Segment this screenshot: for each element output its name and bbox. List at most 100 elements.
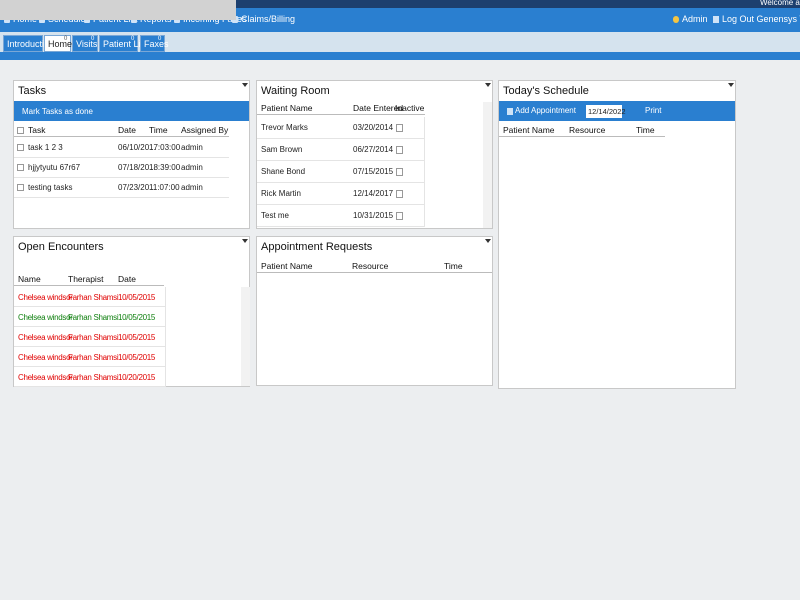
checkbox[interactable] (396, 146, 403, 154)
checkbox[interactable] (17, 184, 24, 191)
tab[interactable]: Home 0 (44, 35, 72, 52)
cell: 18:39:00 (149, 163, 181, 172)
panel-menu[interactable] (728, 83, 734, 87)
cell: testing tasks (28, 183, 73, 192)
panel-title: Tasks (18, 85, 47, 97)
column-header[interactable]: Task (28, 125, 46, 135)
panel: Open Encounters Name Therapist Date Chelsea … (13, 236, 250, 387)
action-bar (14, 101, 249, 121)
logout[interactable]: Log Out Genensys Test Clinic (722, 14, 800, 24)
scrollbar[interactable] (241, 287, 250, 386)
column-header[interactable]: Inactive (395, 103, 425, 113)
column-header[interactable]: Time (636, 125, 655, 135)
table-row[interactable] (257, 183, 425, 205)
cell: Trevor Marks (261, 123, 308, 132)
cell: admin (181, 143, 203, 152)
cell: Chelsea windsor (18, 313, 73, 322)
panel: Tasks Mark Tasks as done Task Date Time Assig… (13, 80, 250, 229)
logout-icon (713, 16, 719, 23)
table-row[interactable] (257, 161, 425, 183)
cell: 07/23/20... (118, 183, 156, 192)
cell: admin (181, 163, 203, 172)
button[interactable]: Mark Tasks as done (22, 107, 93, 116)
panel-menu[interactable] (485, 239, 491, 243)
table-row[interactable] (14, 178, 229, 198)
table-header (499, 123, 665, 137)
top-strip (0, 0, 800, 8)
welcome: Welcome adm (760, 0, 800, 7)
column-header[interactable]: Time (149, 125, 168, 135)
column-header[interactable]: Resource (569, 125, 606, 135)
nav-item[interactable]: Claims/Billing (241, 14, 296, 24)
column-header[interactable]: Assigned By (181, 125, 229, 135)
cell: 06/27/2014 (353, 145, 394, 154)
scrollbar[interactable] (483, 102, 492, 228)
table-row[interactable] (14, 307, 166, 327)
cell: Farhan Shamsi (68, 293, 119, 302)
cell: Chelsea windsor (18, 293, 73, 302)
panel-menu[interactable] (485, 83, 491, 87)
table-row[interactable] (14, 158, 229, 178)
checkbox[interactable] (17, 144, 24, 151)
cell: 10/05/2015 (118, 293, 156, 302)
add-button[interactable]: Add Appointment (515, 106, 576, 115)
cell: 17:03:00 (149, 143, 181, 152)
table-row[interactable] (14, 138, 229, 158)
column-header[interactable]: Date (118, 274, 136, 284)
tab-badge: 0 (131, 36, 135, 42)
checkbox[interactable] (396, 168, 403, 176)
panel-menu[interactable] (242, 83, 248, 87)
add-icon (507, 108, 513, 115)
table-row[interactable] (14, 367, 166, 387)
column-header[interactable]: Patient Name (503, 125, 555, 135)
column-header[interactable]: Resource (352, 261, 389, 271)
table-row[interactable] (257, 139, 425, 161)
panel-title: Open Encounters (18, 241, 104, 253)
cell: admin (181, 183, 203, 192)
user-menu[interactable]: Admin (682, 14, 708, 24)
print-button[interactable]: Print (645, 106, 662, 115)
checkbox[interactable] (17, 164, 24, 171)
tab-label: Visits (76, 39, 98, 49)
cell: Chelsea windsor (18, 353, 73, 362)
tab[interactable]: Introduction (3, 35, 54, 52)
panel-title: Today's Schedule (503, 85, 589, 97)
column-header[interactable]: Therapist (68, 274, 104, 284)
cell: Chelsea windsor (18, 333, 73, 342)
cell: Chelsea windsor (18, 373, 73, 382)
tab-badge: 0 (91, 36, 95, 42)
checkbox[interactable] (396, 124, 403, 132)
cell: 06/10/20... (118, 143, 156, 152)
cell: Farhan Shamsi (68, 373, 119, 382)
date-input[interactable]: 12/14/2022 (586, 105, 626, 118)
table-row[interactable] (14, 287, 166, 307)
table-row[interactable] (14, 347, 166, 367)
table-row[interactable] (257, 117, 425, 139)
cell: hjjytyutu 67r67 (28, 163, 81, 172)
column-header[interactable]: Patient Name (261, 103, 313, 113)
panel-header (0, 0, 235, 20)
panel-title: Appointment Requests (261, 241, 373, 253)
cell: 11:07:00 (149, 183, 180, 192)
checkbox[interactable] (17, 127, 24, 134)
table-row[interactable] (14, 327, 166, 347)
panel-menu[interactable] (242, 239, 248, 243)
column-header[interactable]: Date (118, 125, 136, 135)
tab-badge: 0 (64, 36, 68, 42)
column-header[interactable]: Time (444, 261, 463, 271)
tab-label: Faxes (144, 39, 169, 49)
cell: 03/20/2014 (353, 123, 394, 132)
cell: Rick Martin (261, 189, 302, 198)
tab[interactable]: Visits 0 (72, 35, 98, 52)
cell: Farhan Shamsi (68, 313, 119, 322)
table-header (14, 123, 229, 137)
checkbox[interactable] (396, 212, 403, 220)
column-header[interactable]: Patient Name (261, 261, 313, 271)
table-row[interactable] (257, 205, 425, 227)
column-header[interactable]: Name (18, 274, 41, 284)
tab[interactable]: Faxes 0 (140, 35, 169, 52)
checkbox[interactable] (396, 190, 403, 198)
tab[interactable]: Patient List 0 (99, 35, 148, 52)
column-header[interactable]: Date Entered (353, 103, 404, 113)
panel-title: Waiting Room (261, 85, 330, 97)
